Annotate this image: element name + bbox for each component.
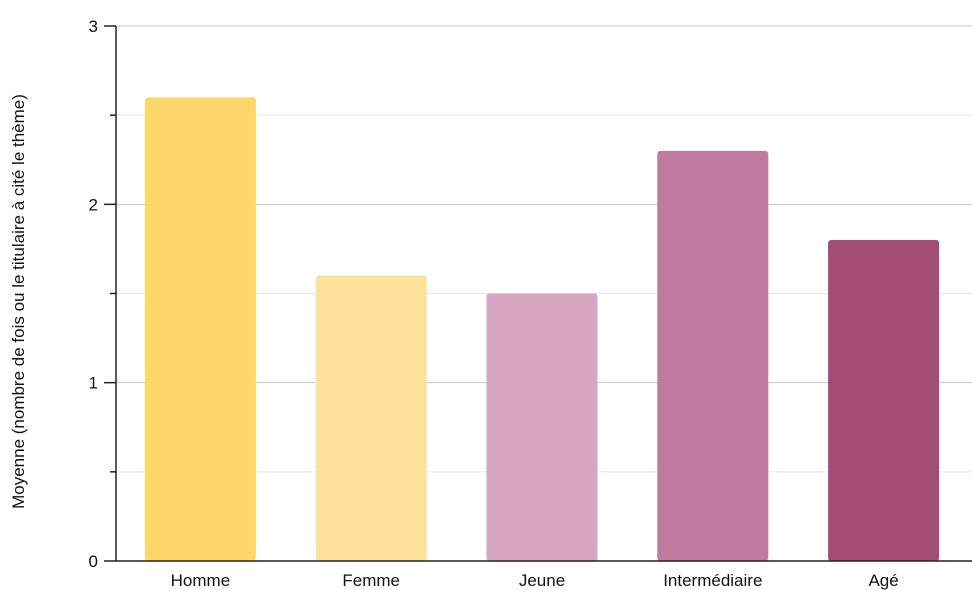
bar-femme: [315, 275, 427, 561]
y-axis-title: Moyenne (nombre de fois ou le titulaire …: [9, 94, 28, 509]
bars: [144, 97, 940, 562]
bar-jeune: [486, 293, 598, 561]
y-tick-label: 3: [89, 17, 98, 36]
x-tick-label: Intermédiaire: [663, 571, 762, 590]
bar-agé: [828, 240, 940, 561]
y-tick-label: 1: [89, 374, 98, 393]
x-tick-label: Femme: [342, 571, 400, 590]
y-tick-labels: 0 1 2 3: [89, 17, 98, 571]
y-tick-label: 0: [89, 552, 98, 571]
bar-homme: [144, 97, 256, 561]
y-tick-label: 2: [89, 195, 98, 214]
x-tick-label: Homme: [171, 571, 231, 590]
x-tick-labels: Homme Femme Jeune Intermédiaire Agé: [171, 571, 899, 590]
bar-intermédiaire: [657, 150, 769, 562]
x-tick-label: Agé: [868, 571, 898, 590]
axes: [104, 25, 972, 562]
x-tick-label: Jeune: [519, 571, 565, 590]
